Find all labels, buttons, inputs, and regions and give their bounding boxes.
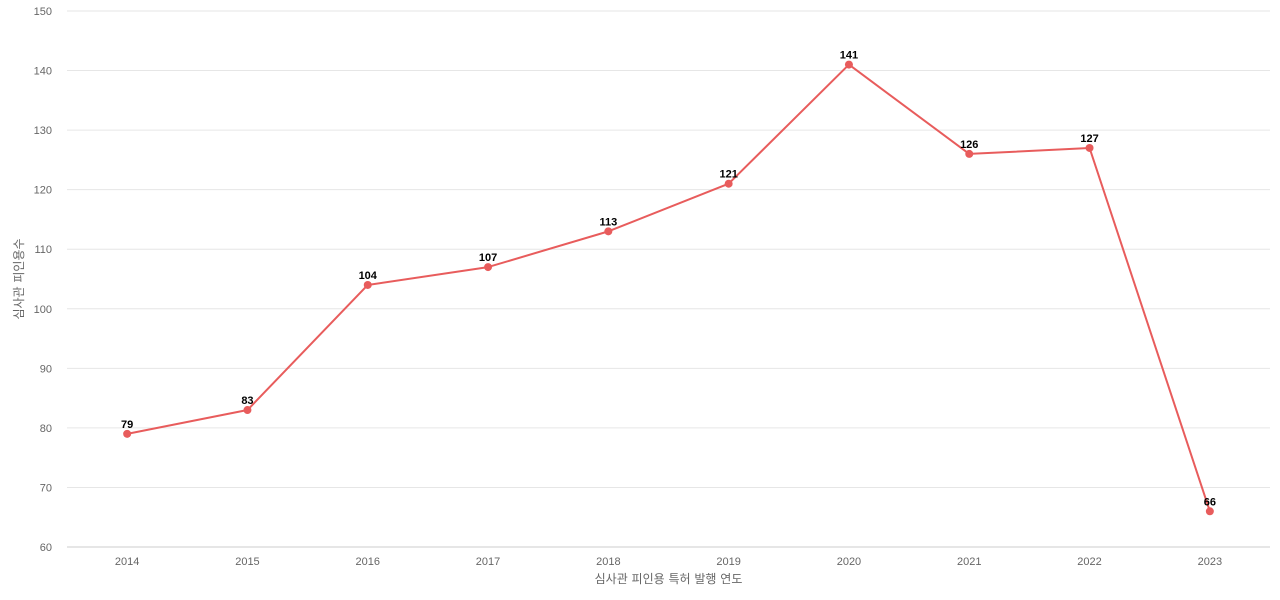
data-label: 66 bbox=[1204, 496, 1216, 508]
data-label: 104 bbox=[359, 270, 378, 282]
y-tick-label: 70 bbox=[40, 482, 52, 494]
x-tick-label: 2021 bbox=[957, 556, 981, 568]
data-point[interactable] bbox=[363, 280, 372, 289]
data-label: 113 bbox=[599, 216, 617, 228]
series-layer bbox=[123, 60, 1214, 516]
data-label: 83 bbox=[241, 395, 253, 407]
axes: 60 70 80 90 100 110 120 130 140 150 2014 2015 2016 20… bbox=[34, 6, 1270, 568]
y-axis-title: 심사관 피인용수 bbox=[12, 238, 26, 319]
series-line bbox=[126, 63, 1211, 513]
x-tick-label: 2023 bbox=[1198, 556, 1222, 568]
data-point[interactable] bbox=[724, 179, 733, 188]
y-tick-label: 140 bbox=[34, 66, 52, 78]
y-tick-label: 100 bbox=[34, 304, 52, 316]
x-tick-label: 2015 bbox=[235, 556, 259, 568]
y-tick-label: 150 bbox=[34, 6, 52, 18]
data-point[interactable] bbox=[844, 60, 853, 69]
data-point[interactable] bbox=[243, 406, 252, 415]
data-point[interactable] bbox=[1205, 507, 1214, 516]
y-tick-label: 90 bbox=[40, 363, 52, 375]
data-point[interactable] bbox=[484, 263, 493, 272]
data-point[interactable] bbox=[1085, 143, 1094, 152]
y-tick-label: 120 bbox=[34, 185, 52, 197]
x-tick-label: 2017 bbox=[476, 556, 500, 568]
x-tick-label: 2018 bbox=[596, 556, 620, 568]
data-point[interactable] bbox=[965, 149, 974, 158]
x-tick-label: 2022 bbox=[1077, 556, 1101, 568]
y-tick-label: 130 bbox=[34, 125, 52, 137]
data-point[interactable] bbox=[123, 429, 132, 438]
x-tick-label: 2014 bbox=[115, 556, 139, 568]
y-tick-label: 60 bbox=[40, 542, 52, 554]
data-point[interactable] bbox=[604, 227, 613, 236]
x-axis-title: 심사관 피인용 특허 발행 연도 bbox=[595, 571, 743, 586]
x-tick-label: 2016 bbox=[356, 556, 380, 568]
data-label: 79 bbox=[121, 419, 133, 431]
data-label: 121 bbox=[719, 169, 737, 181]
x-tick-label: 2019 bbox=[716, 556, 740, 568]
data-label: 141 bbox=[840, 50, 858, 62]
x-tick-label: 2020 bbox=[837, 556, 861, 568]
grid-lines bbox=[67, 10, 1270, 488]
data-labels: 79 83 104 107 113 121 141 126 127 66 bbox=[121, 50, 1216, 509]
data-label: 127 bbox=[1080, 133, 1098, 145]
data-label: 107 bbox=[479, 252, 497, 264]
data-label: 126 bbox=[960, 139, 978, 151]
y-tick-label: 110 bbox=[34, 244, 52, 256]
y-tick-label: 80 bbox=[40, 423, 52, 435]
